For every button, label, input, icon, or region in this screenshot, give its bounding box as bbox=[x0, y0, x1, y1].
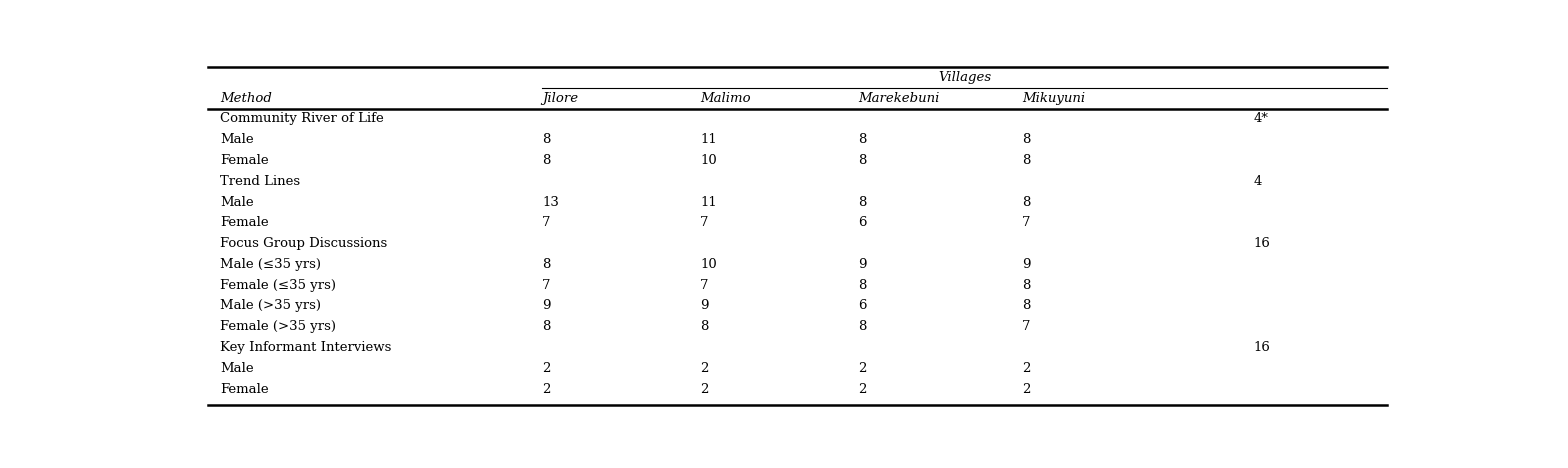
Text: 2: 2 bbox=[1022, 362, 1030, 375]
Text: 7: 7 bbox=[543, 216, 550, 229]
Text: 16: 16 bbox=[1253, 237, 1270, 250]
Text: 7: 7 bbox=[701, 216, 709, 229]
Text: Method: Method bbox=[220, 92, 273, 105]
Text: Focus Group Discussions: Focus Group Discussions bbox=[220, 237, 387, 250]
Text: 8: 8 bbox=[858, 133, 867, 146]
Text: Key Informant Interviews: Key Informant Interviews bbox=[220, 341, 392, 354]
Text: 2: 2 bbox=[701, 362, 709, 375]
Text: 8: 8 bbox=[1022, 133, 1030, 146]
Text: 8: 8 bbox=[858, 278, 867, 292]
Text: Male: Male bbox=[220, 362, 254, 375]
Text: 16: 16 bbox=[1253, 341, 1270, 354]
Text: Male: Male bbox=[220, 133, 254, 146]
Text: 11: 11 bbox=[701, 133, 717, 146]
Text: 2: 2 bbox=[858, 362, 867, 375]
Text: 4*: 4* bbox=[1253, 112, 1269, 125]
Text: 8: 8 bbox=[858, 154, 867, 167]
Text: 4: 4 bbox=[1253, 175, 1262, 188]
Text: 9: 9 bbox=[1022, 258, 1030, 271]
Text: Jilore: Jilore bbox=[543, 92, 579, 105]
Text: 7: 7 bbox=[1022, 216, 1030, 229]
Text: Male (≤35 yrs): Male (≤35 yrs) bbox=[220, 258, 321, 271]
Text: Female: Female bbox=[220, 154, 270, 167]
Text: Community River of Life: Community River of Life bbox=[220, 112, 384, 125]
Text: 8: 8 bbox=[701, 320, 709, 333]
Text: Villages: Villages bbox=[938, 71, 991, 84]
Text: 8: 8 bbox=[543, 133, 550, 146]
Text: 13: 13 bbox=[543, 196, 560, 209]
Text: 8: 8 bbox=[1022, 300, 1030, 313]
Text: Female: Female bbox=[220, 216, 270, 229]
Text: Female: Female bbox=[220, 382, 270, 395]
Text: Marekebuni: Marekebuni bbox=[858, 92, 939, 105]
Text: 7: 7 bbox=[1022, 320, 1030, 333]
Text: 8: 8 bbox=[858, 196, 867, 209]
Text: Mikuyuni: Mikuyuni bbox=[1022, 92, 1085, 105]
Text: 8: 8 bbox=[543, 320, 550, 333]
Text: Female (≤35 yrs): Female (≤35 yrs) bbox=[220, 278, 336, 292]
Text: 2: 2 bbox=[858, 382, 867, 395]
Text: 8: 8 bbox=[1022, 278, 1030, 292]
Text: 10: 10 bbox=[701, 154, 717, 167]
Text: Male (>35 yrs): Male (>35 yrs) bbox=[220, 300, 321, 313]
Text: Malimo: Malimo bbox=[701, 92, 751, 105]
Text: 7: 7 bbox=[543, 278, 550, 292]
Text: 8: 8 bbox=[543, 258, 550, 271]
Text: 2: 2 bbox=[701, 382, 709, 395]
Text: 6: 6 bbox=[858, 300, 867, 313]
Text: 10: 10 bbox=[701, 258, 717, 271]
Text: Female (>35 yrs): Female (>35 yrs) bbox=[220, 320, 336, 333]
Text: 8: 8 bbox=[1022, 154, 1030, 167]
Text: 9: 9 bbox=[543, 300, 550, 313]
Text: 8: 8 bbox=[543, 154, 550, 167]
Text: 9: 9 bbox=[701, 300, 709, 313]
Text: 8: 8 bbox=[1022, 196, 1030, 209]
Text: 2: 2 bbox=[543, 362, 550, 375]
Text: Male: Male bbox=[220, 196, 254, 209]
Text: 9: 9 bbox=[858, 258, 867, 271]
Text: 8: 8 bbox=[858, 320, 867, 333]
Text: 6: 6 bbox=[858, 216, 867, 229]
Text: 2: 2 bbox=[543, 382, 550, 395]
Text: 7: 7 bbox=[701, 278, 709, 292]
Text: 2: 2 bbox=[1022, 382, 1030, 395]
Text: Trend Lines: Trend Lines bbox=[220, 175, 301, 188]
Text: 11: 11 bbox=[701, 196, 717, 209]
